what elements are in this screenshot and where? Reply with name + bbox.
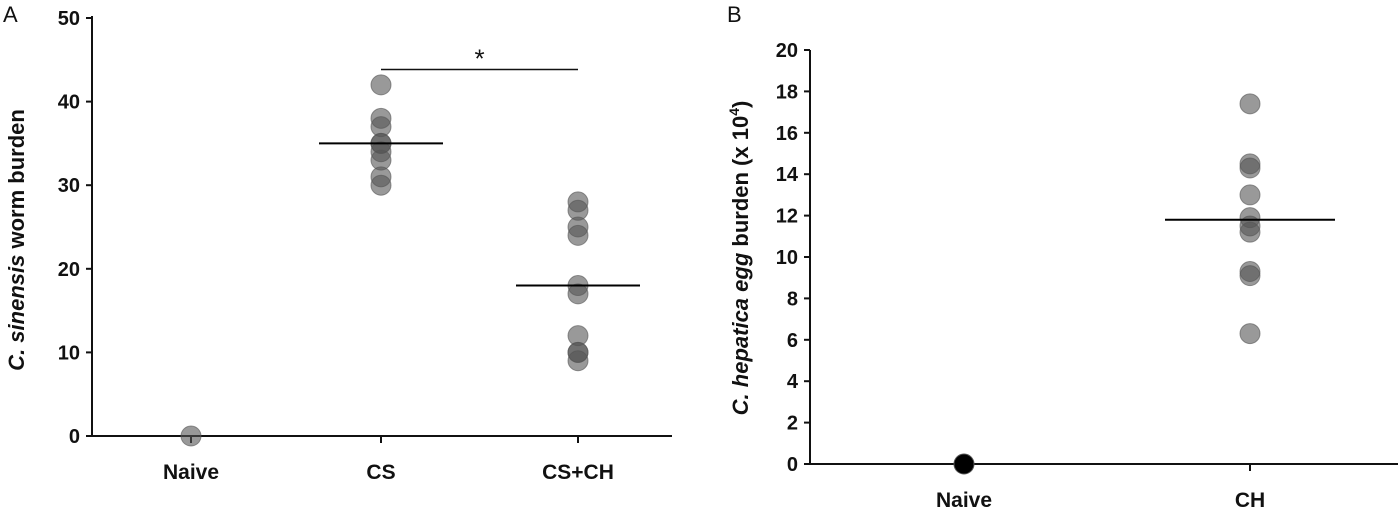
panel-a-letter: A: [3, 2, 18, 27]
panel-b-y-label-end: ): [728, 101, 753, 108]
panel-b-y-tick-label-1: 2: [787, 413, 798, 435]
panel-a-category-label-2: CS+CH: [542, 461, 614, 484]
panel-a-y-tick-label-2: 20: [58, 259, 80, 281]
panel-a-y-tick-label-5: 50: [58, 8, 80, 30]
panel-b-letter: B: [727, 2, 742, 27]
panel-a-point-cs-ch-3: [567, 224, 589, 246]
panel-a-point-cs-8: [370, 174, 392, 196]
panel-b-y-axis-label: C. hepatica egg burden (x 104): [726, 101, 753, 416]
panel-a-y-tick-label-1: 10: [58, 342, 80, 364]
panel-b-point-naive-0: [953, 453, 975, 475]
panel-b-y-label-rest: burden (x 10: [728, 116, 753, 247]
panel-b-point-ch-6: [1239, 221, 1261, 243]
panel-a-y-tick-label-0: 0: [69, 426, 80, 448]
panel-b: B C. hepatica egg burden (x 104) 0246810…: [726, 2, 1398, 510]
panel-a-point-cs-0: [370, 74, 392, 96]
panel-b-y-tick-label-0: 0: [787, 454, 798, 476]
panel-a-significance-star: *: [474, 43, 484, 73]
panel-b-point-ch-0: [1239, 93, 1261, 115]
panel-a-y-tick-label-3: 30: [58, 175, 80, 197]
panel-b-point-ch-2: [1239, 157, 1261, 179]
panel-b-y-tick-label-6: 12: [776, 206, 798, 228]
panel-a-y-label-rest: worm burden: [4, 109, 29, 249]
panel-b-category-label-0: Naive: [936, 489, 992, 510]
panel-b-y-tick-label-9: 18: [776, 81, 798, 103]
panel-a-point-naive-0: [180, 425, 202, 447]
panel-b-y-tick-label-10: 20: [776, 40, 798, 62]
panel-b-point-ch-8: [1239, 265, 1261, 287]
panel-a-category-label-1: CS: [366, 461, 395, 484]
panel-a-category-label-0: Naive: [163, 461, 219, 484]
panel-a-point-cs-ch-5: [567, 283, 589, 305]
panel-b-point-ch-3: [1239, 184, 1261, 206]
panel-b-point-ch-9: [1239, 323, 1261, 345]
panel-b-y-tick-label-2: 4: [787, 371, 799, 393]
panel-a-y-axis-label: C. sinensis worm burden: [4, 109, 29, 371]
panel-a-point-cs-ch-9: [567, 350, 589, 372]
panel-b-y-label-sup: 4: [726, 108, 742, 116]
panel-a: A C. sinensis worm burden 0 10 20 30 40 50 Na…: [3, 2, 672, 484]
panel-b-y-label-italic: C. hepatica egg: [728, 252, 753, 415]
panel-a-y-tick-label-4: 40: [58, 92, 80, 114]
panel-b-y-tick-label-5: 10: [776, 247, 798, 269]
panel-b-y-tick-label-8: 16: [776, 123, 798, 145]
panel-a-y-label-italic: C. sinensis: [4, 255, 29, 371]
panel-b-category-label-1: CH: [1235, 489, 1265, 510]
panel-b-y-tick-label-7: 14: [776, 164, 799, 186]
panel-b-y-tick-label-3: 6: [787, 330, 798, 352]
panel-b-y-tick-label-4: 8: [787, 288, 798, 310]
